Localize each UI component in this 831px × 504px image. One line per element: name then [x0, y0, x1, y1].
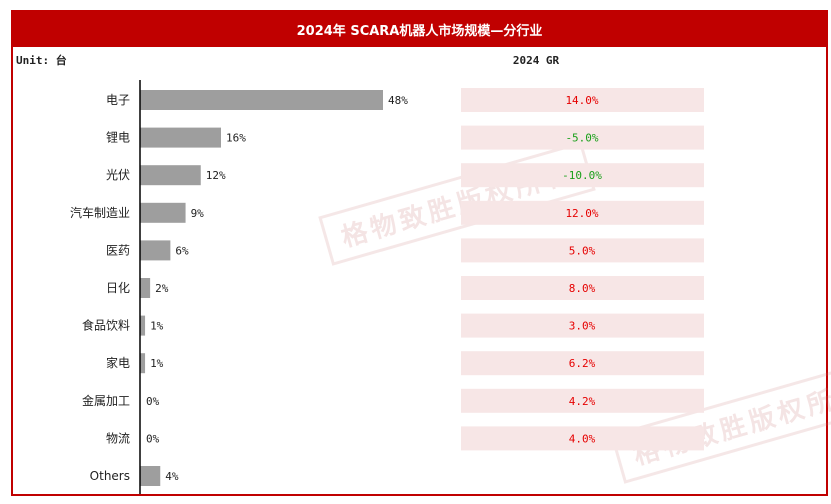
bar [140, 466, 161, 486]
growth-rate-box [461, 200, 704, 225]
bar-value-label: 0% [146, 432, 160, 445]
bar-value-label: 9% [191, 207, 205, 220]
category-label: 金属加工 [82, 393, 130, 408]
bar-value-label: 1% [150, 320, 164, 333]
growth-rate-box [461, 238, 704, 263]
bar-value-label: 1% [150, 357, 164, 370]
growth-rate-box [461, 351, 704, 376]
bar-value-label: 4% [165, 470, 179, 483]
growth-rate-box [461, 88, 704, 112]
growth-rate-value: 6.2% [569, 357, 596, 370]
growth-rate-value: -5.0% [565, 132, 598, 145]
category-label: 光伏 [106, 168, 130, 182]
growth-rate-value: 4.2% [569, 395, 596, 408]
growth-rate-header: 2024 GR [512, 54, 560, 67]
growth-rate-value: 3.0% [569, 320, 596, 333]
bar-value-label: 0% [146, 395, 160, 408]
growth-rate-box [461, 125, 704, 150]
category-label: 电子 [106, 93, 130, 107]
growth-rate-value: 5.0% [569, 244, 596, 257]
category-label: 锂电 [106, 130, 130, 145]
bar [140, 165, 201, 186]
bar [140, 278, 151, 298]
bar-value-label: 2% [155, 282, 169, 295]
growth-rate-value: 4.0% [569, 432, 596, 445]
unit-label: Unit: 台 [16, 54, 67, 67]
growth-rate-box [461, 313, 704, 338]
growth-rate-box [461, 276, 704, 300]
growth-rate-value: -10.0% [562, 169, 602, 182]
category-label: Others [90, 469, 130, 483]
growth-rate-value: 12.0% [565, 207, 598, 220]
chart-title: 2024年 SCARA机器人市场规模—分行业 [13, 12, 826, 47]
category-label: 物流 [106, 431, 130, 445]
bar-value-label: 16% [226, 132, 246, 145]
bar [140, 127, 221, 148]
bar [140, 90, 383, 110]
growth-rate-value: 14.0% [565, 94, 598, 107]
category-label: 食品饮料 [82, 318, 130, 333]
growth-rate-box [461, 426, 704, 451]
category-label: 医药 [106, 243, 130, 257]
category-label: 家电 [106, 355, 130, 370]
bar [140, 315, 146, 336]
bar-value-label: 6% [175, 244, 189, 257]
bar [140, 353, 146, 374]
bar [140, 240, 171, 261]
category-label: 日化 [106, 281, 130, 295]
bar-value-label: 48% [388, 94, 408, 107]
bar [140, 202, 186, 223]
growth-rate-box [461, 163, 704, 188]
growth-rate-box [461, 388, 704, 413]
bar-value-label: 12% [206, 169, 226, 182]
category-label: 汽车制造业 [70, 205, 130, 220]
growth-rate-value: 8.0% [569, 282, 596, 295]
